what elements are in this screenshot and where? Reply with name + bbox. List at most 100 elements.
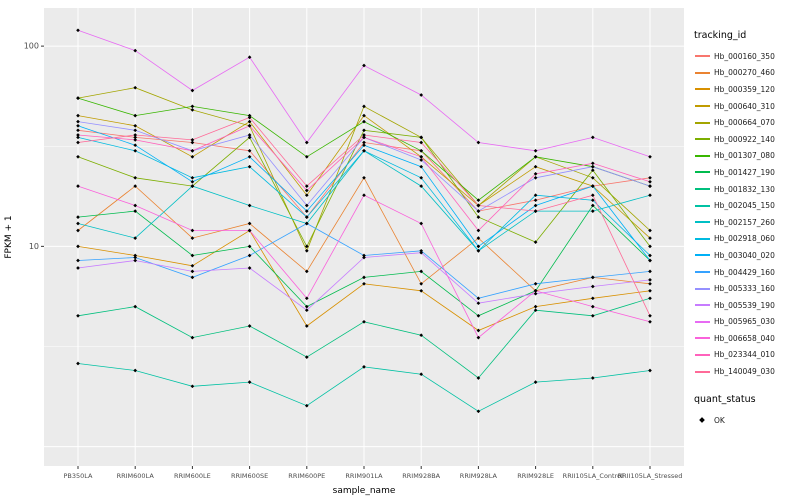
series-color-swatch xyxy=(694,154,710,157)
legend-key-line xyxy=(694,82,710,96)
data-point xyxy=(419,140,424,145)
data-point xyxy=(247,324,252,328)
data-point xyxy=(190,335,195,340)
data-point xyxy=(362,135,366,140)
series-color-swatch xyxy=(694,88,710,91)
data-point xyxy=(419,269,424,274)
legend-item-label: Hb_002157_260 xyxy=(714,217,775,227)
data-point xyxy=(247,133,252,137)
data-point xyxy=(304,308,309,313)
data-point xyxy=(476,296,481,301)
data-point xyxy=(190,175,195,180)
data-point xyxy=(419,250,424,255)
data-point xyxy=(304,403,309,408)
legend-item-label: Hb_000359_120 xyxy=(714,84,775,94)
data-point xyxy=(76,140,80,145)
data-point xyxy=(419,158,424,162)
data-point xyxy=(304,193,309,198)
legend-key-line xyxy=(694,165,710,179)
data-point xyxy=(476,335,481,340)
x-tick-label: RRIM600SE xyxy=(231,472,268,480)
data-point xyxy=(247,380,252,384)
legend-item: Hb_005333_160 xyxy=(694,280,800,297)
legend-item-label: Hb_000664_070 xyxy=(714,118,775,128)
data-point xyxy=(476,236,481,240)
data-point xyxy=(304,304,309,309)
data-point xyxy=(419,148,424,153)
data-point xyxy=(76,133,80,137)
legend-key-line xyxy=(694,282,710,296)
series-color-swatch xyxy=(694,337,710,340)
data-point xyxy=(590,275,595,280)
data-point xyxy=(304,221,309,226)
legend-item-label: Hb_001427_190 xyxy=(714,167,775,177)
legend-key-line xyxy=(694,132,710,146)
data-point xyxy=(590,304,595,309)
data-point xyxy=(304,296,309,301)
data-point xyxy=(247,148,252,153)
data-point xyxy=(590,296,595,301)
x-axis-title: sample_name xyxy=(333,486,396,496)
legend-item: Hb_001832_130 xyxy=(694,181,800,198)
data-point xyxy=(362,253,366,258)
legend-key-line xyxy=(694,298,710,312)
data-point xyxy=(533,308,538,313)
legend-key-point xyxy=(694,413,710,427)
series-color-swatch xyxy=(694,121,710,124)
black-point-icon xyxy=(699,417,705,424)
legend-item: Hb_002045_150 xyxy=(694,197,800,214)
data-point xyxy=(76,28,80,33)
legend-key-line xyxy=(694,149,710,163)
legend-item: Hb_003040_020 xyxy=(694,247,800,264)
legend-item: Hb_004429_160 xyxy=(694,264,800,281)
data-point xyxy=(190,384,195,389)
data-point xyxy=(476,209,481,213)
data-point xyxy=(476,228,481,233)
data-point xyxy=(304,248,309,253)
data-point xyxy=(476,244,481,249)
data-point xyxy=(304,154,309,159)
legend-item-label: Hb_002045_150 xyxy=(714,201,775,211)
line-chart: 100 10 PB350LA RRIM600LA RRIM600LE RRIM600SE R… xyxy=(4,8,684,496)
data-point xyxy=(190,140,195,145)
data-point xyxy=(476,409,481,414)
legend-items: Hb_000160_350 Hb_000270_460 Hb_000359_120 H… xyxy=(694,48,800,380)
legend-item-label: Hb_005965_030 xyxy=(714,317,775,327)
data-point xyxy=(533,304,538,309)
legend-item-label: OK xyxy=(714,415,725,425)
data-point xyxy=(362,319,366,324)
series-color-swatch xyxy=(694,171,710,174)
data-point xyxy=(419,281,424,286)
data-point xyxy=(247,164,252,169)
x-tick-label: RRIM928BA xyxy=(402,472,440,480)
legend-key-line xyxy=(694,99,710,113)
data-point xyxy=(190,148,195,153)
data-point xyxy=(247,253,252,258)
legend-item: Hb_000664_070 xyxy=(694,114,800,131)
data-point xyxy=(133,148,138,153)
data-point xyxy=(190,179,195,184)
series-color-swatch xyxy=(694,254,710,257)
data-point xyxy=(76,123,80,128)
legend: tracking_id Hb_000160_350 Hb_000270_460 Hb… xyxy=(688,0,800,500)
series-color-swatch xyxy=(694,353,710,356)
x-tick-label: RRIM901LA xyxy=(345,472,383,480)
legend-item: Hb_002918_060 xyxy=(694,231,800,248)
legend-item: Hb_000160_350 xyxy=(694,48,800,65)
series-color-swatch xyxy=(694,138,710,141)
data-point xyxy=(419,288,424,293)
series-color-swatch xyxy=(694,287,710,290)
data-point xyxy=(190,236,195,240)
data-point xyxy=(419,154,424,159)
data-point xyxy=(133,48,138,53)
data-point xyxy=(133,184,138,188)
data-point xyxy=(419,333,424,338)
data-point xyxy=(133,258,138,263)
y-tick-label: 10 xyxy=(29,242,39,251)
data-point xyxy=(247,221,252,226)
data-point xyxy=(419,135,424,140)
data-point xyxy=(648,281,652,286)
series-color-swatch xyxy=(694,105,710,108)
x-tick-label: RRIM600LE xyxy=(174,472,211,480)
data-point xyxy=(648,269,652,274)
